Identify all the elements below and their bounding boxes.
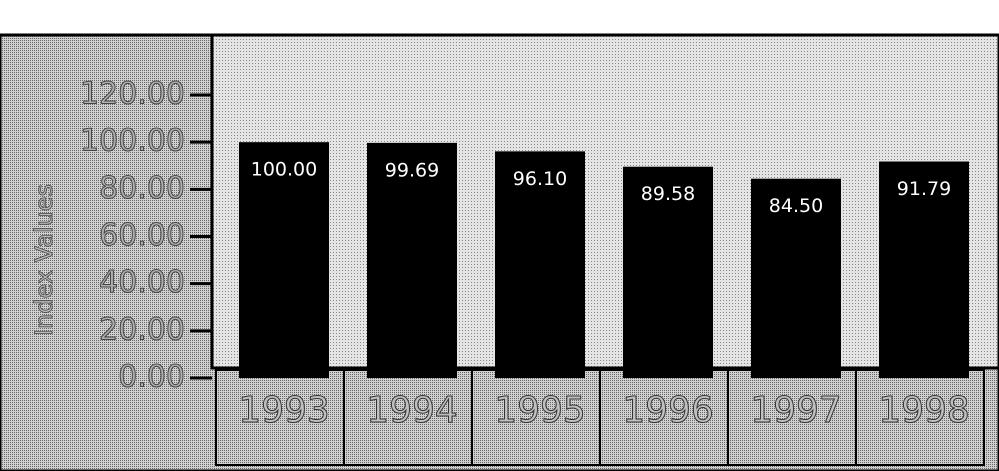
y-tick-label: 100.00 [80, 124, 185, 159]
x-tick-label: 1994 [366, 390, 458, 431]
y-tick-label: 40.00 [99, 265, 185, 300]
value-label: 96.10 [513, 168, 567, 190]
value-label: 84.50 [769, 195, 823, 217]
bar [879, 161, 969, 378]
x-tick-label: 1995 [494, 390, 586, 431]
bar [367, 142, 457, 378]
x-tick-label: 1996 [622, 390, 714, 431]
value-label: 99.69 [385, 159, 439, 181]
category-box [343, 369, 473, 466]
y-tick-label: 80.00 [99, 171, 185, 206]
category-box [215, 369, 345, 466]
bar [239, 142, 329, 378]
bar [751, 178, 841, 378]
x-tick-label: 1997 [750, 390, 842, 431]
plot-area [210, 33, 999, 370]
category-box [855, 369, 985, 466]
x-tick-label: 1993 [238, 390, 330, 431]
y-tick-label: 0.00 [118, 360, 185, 395]
y-tick-label: 60.00 [99, 218, 185, 253]
y-axis-label: Index Values [30, 184, 58, 336]
value-label: 91.79 [897, 178, 951, 200]
x-tick-label: 1998 [878, 390, 970, 431]
value-label: 89.58 [641, 183, 695, 205]
category-box [727, 369, 857, 466]
bar [623, 166, 713, 378]
y-tick-label: 120.00 [80, 77, 185, 112]
y-tick-label: 20.00 [99, 312, 185, 347]
bar [495, 151, 585, 378]
category-box [599, 369, 729, 466]
value-label: 100.00 [251, 159, 317, 181]
